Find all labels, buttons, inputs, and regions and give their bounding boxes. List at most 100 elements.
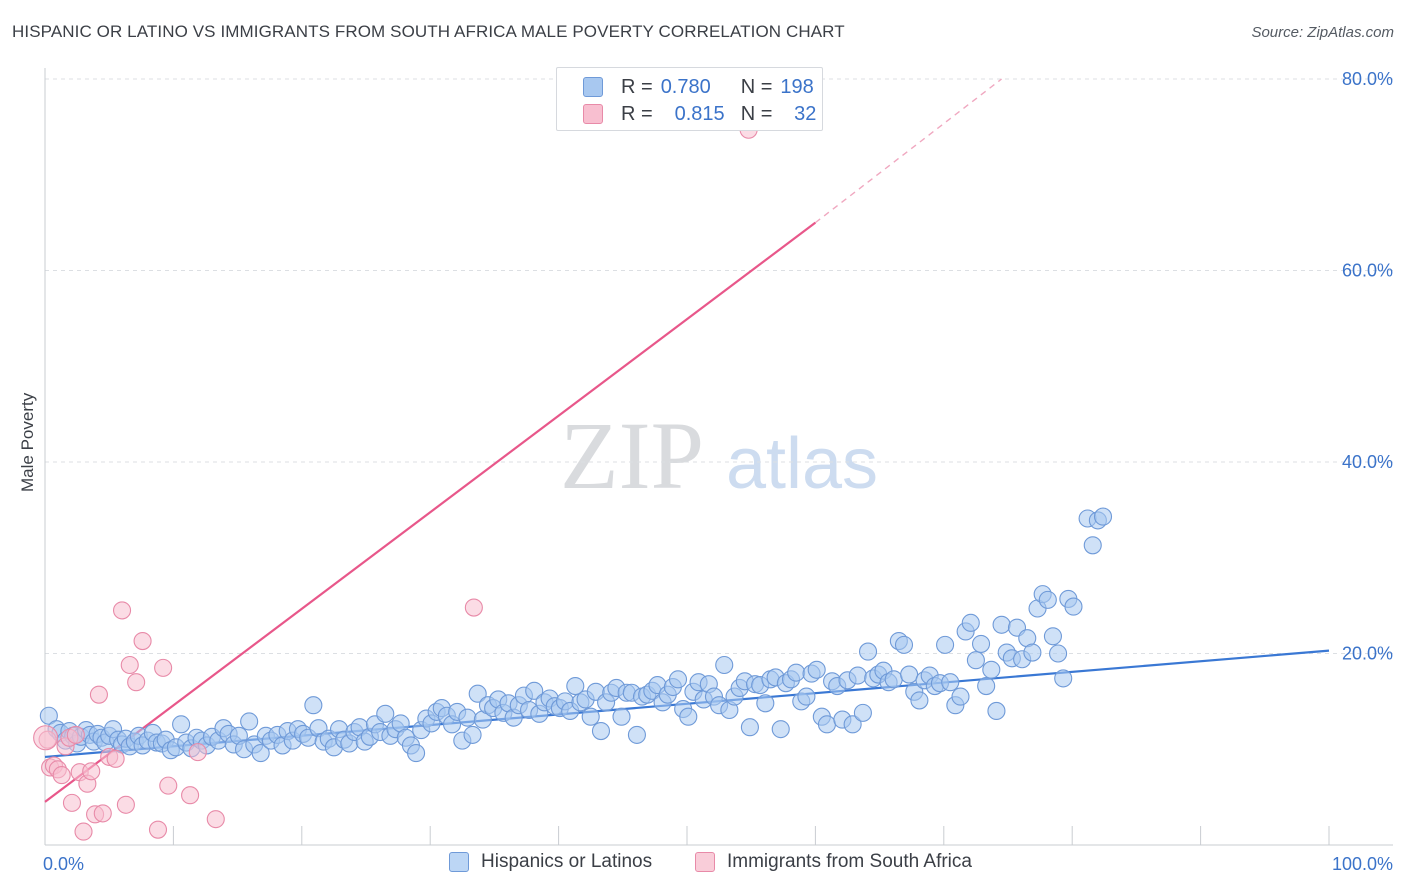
point-hispanics — [971, 634, 991, 653]
point-hispanics — [627, 725, 646, 744]
x-tick-label: 0.0% — [43, 854, 84, 874]
point-hispanics — [458, 708, 477, 727]
legend-r-value: 0.815 — [674, 102, 725, 125]
point-hispanics — [843, 715, 862, 734]
point-south-africa — [93, 804, 112, 823]
point-south-africa — [66, 725, 85, 744]
point-south-africa — [127, 673, 146, 692]
point-hispanics — [525, 681, 544, 700]
point-south-africa — [112, 601, 132, 620]
point-hispanics — [304, 696, 323, 715]
point-hispanics — [1054, 669, 1073, 688]
y-axis-label: Male Poverty — [18, 392, 37, 492]
point-hispanics — [966, 651, 985, 670]
series-legend: Hispanics or Latinos Immigrants from Sou… — [0, 851, 1406, 877]
point-hispanics — [756, 694, 775, 713]
point-hispanics — [468, 684, 487, 703]
legend-swatch-hispanics — [449, 852, 469, 872]
point-south-africa — [154, 658, 173, 677]
point-hispanics — [463, 725, 482, 744]
watermark-zip: ZIP — [560, 402, 704, 509]
point-south-africa — [181, 786, 200, 805]
point-hispanics — [910, 691, 929, 710]
point-hispanics — [853, 703, 872, 722]
point-south-africa — [188, 743, 207, 762]
correlation-legend: R = 0.780 N = 198 R = 0.815 N = 32 — [556, 67, 823, 131]
source-label: Source: ZipAtlas.com — [1251, 24, 1394, 41]
point-hispanics — [612, 707, 631, 726]
point-hispanics — [679, 707, 698, 726]
point-south-africa — [52, 766, 71, 785]
point-hispanics — [172, 715, 191, 734]
point-hispanics — [1043, 627, 1062, 646]
point-south-africa — [206, 810, 225, 829]
legend-r-value: 0.780 — [660, 75, 711, 98]
y-tick-label: 60.0% — [1342, 261, 1393, 281]
legend-n-value: 32 — [794, 102, 817, 125]
point-hispanics — [566, 677, 585, 696]
point-hispanics — [961, 613, 980, 632]
legend-row-hispanics: R = 0.780 N = 198 — [557, 73, 814, 101]
point-hispanics — [1093, 507, 1113, 526]
y-tick-labels: 20.0% 40.0% 60.0% 80.0% — [1342, 69, 1393, 664]
trend-line-south-africa-extension — [814, 78, 1003, 224]
point-south-africa — [106, 749, 125, 768]
axes — [44, 68, 1393, 846]
point-south-africa — [74, 822, 93, 841]
point-hispanics — [982, 660, 1001, 679]
y-tick-label: 80.0% — [1342, 69, 1393, 89]
grid-lines — [45, 78, 1393, 654]
watermark: ZIP atlas — [560, 402, 878, 509]
point-hispanics — [376, 704, 395, 723]
trend-line-south-africa — [44, 221, 817, 803]
point-hispanics — [807, 660, 826, 679]
point-south-africa — [159, 776, 178, 795]
point-hispanics — [581, 707, 600, 726]
legend-r-label: R = — [621, 102, 653, 125]
watermark-atlas: atlas — [726, 424, 878, 504]
point-hispanics — [848, 666, 867, 685]
point-hispanics — [240, 712, 259, 731]
point-hispanics — [1064, 597, 1083, 616]
point-hispanics — [884, 670, 903, 689]
chart-title: HISPANIC OR LATINO VS IMMIGRANTS FROM SO… — [12, 22, 845, 41]
point-south-africa — [33, 725, 59, 751]
point-hispanics — [936, 635, 955, 654]
point-south-africa — [133, 632, 152, 651]
point-hispanics — [39, 706, 58, 725]
point-hispanics — [987, 701, 1006, 721]
point-hispanics — [715, 655, 734, 675]
point-south-africa — [82, 762, 101, 781]
point-hispanics — [740, 718, 759, 737]
point-south-africa — [148, 820, 168, 839]
point-hispanics — [407, 744, 426, 763]
point-hispanics — [858, 642, 878, 661]
point-hispanics — [668, 670, 688, 689]
legend-item-south-africa: Immigrants from South Africa — [695, 851, 972, 873]
x-tick-labels: 0.0% 100.0% — [43, 854, 1393, 874]
point-south-africa — [62, 793, 82, 812]
point-hispanics — [251, 744, 270, 763]
x-tick-label: 100.0% — [1332, 854, 1393, 874]
legend-row-south-africa: R = 0.815 N = 32 — [557, 100, 816, 128]
point-hispanics — [900, 665, 919, 684]
point-hispanics — [771, 720, 790, 739]
point-south-africa — [89, 685, 108, 704]
legend-item-hispanics: Hispanics or Latinos — [449, 851, 652, 873]
point-hispanics — [941, 673, 960, 692]
y-tick-label: 20.0% — [1342, 644, 1393, 664]
point-hispanics — [1038, 590, 1057, 609]
point-hispanics — [787, 663, 806, 682]
legend-n-label: N = — [740, 75, 773, 98]
legend-swatch-south-africa — [695, 852, 715, 872]
point-south-africa — [464, 598, 483, 617]
point-hispanics — [1023, 643, 1042, 662]
point-hispanics — [817, 715, 837, 734]
point-hispanics — [951, 687, 970, 706]
y-tick-label: 40.0% — [1342, 452, 1393, 472]
legend-label-south-africa: Immigrants from South Africa — [727, 851, 972, 872]
point-hispanics — [1049, 644, 1068, 663]
legend-n-value: 198 — [780, 75, 814, 98]
legend-n-label: N = — [740, 102, 773, 125]
